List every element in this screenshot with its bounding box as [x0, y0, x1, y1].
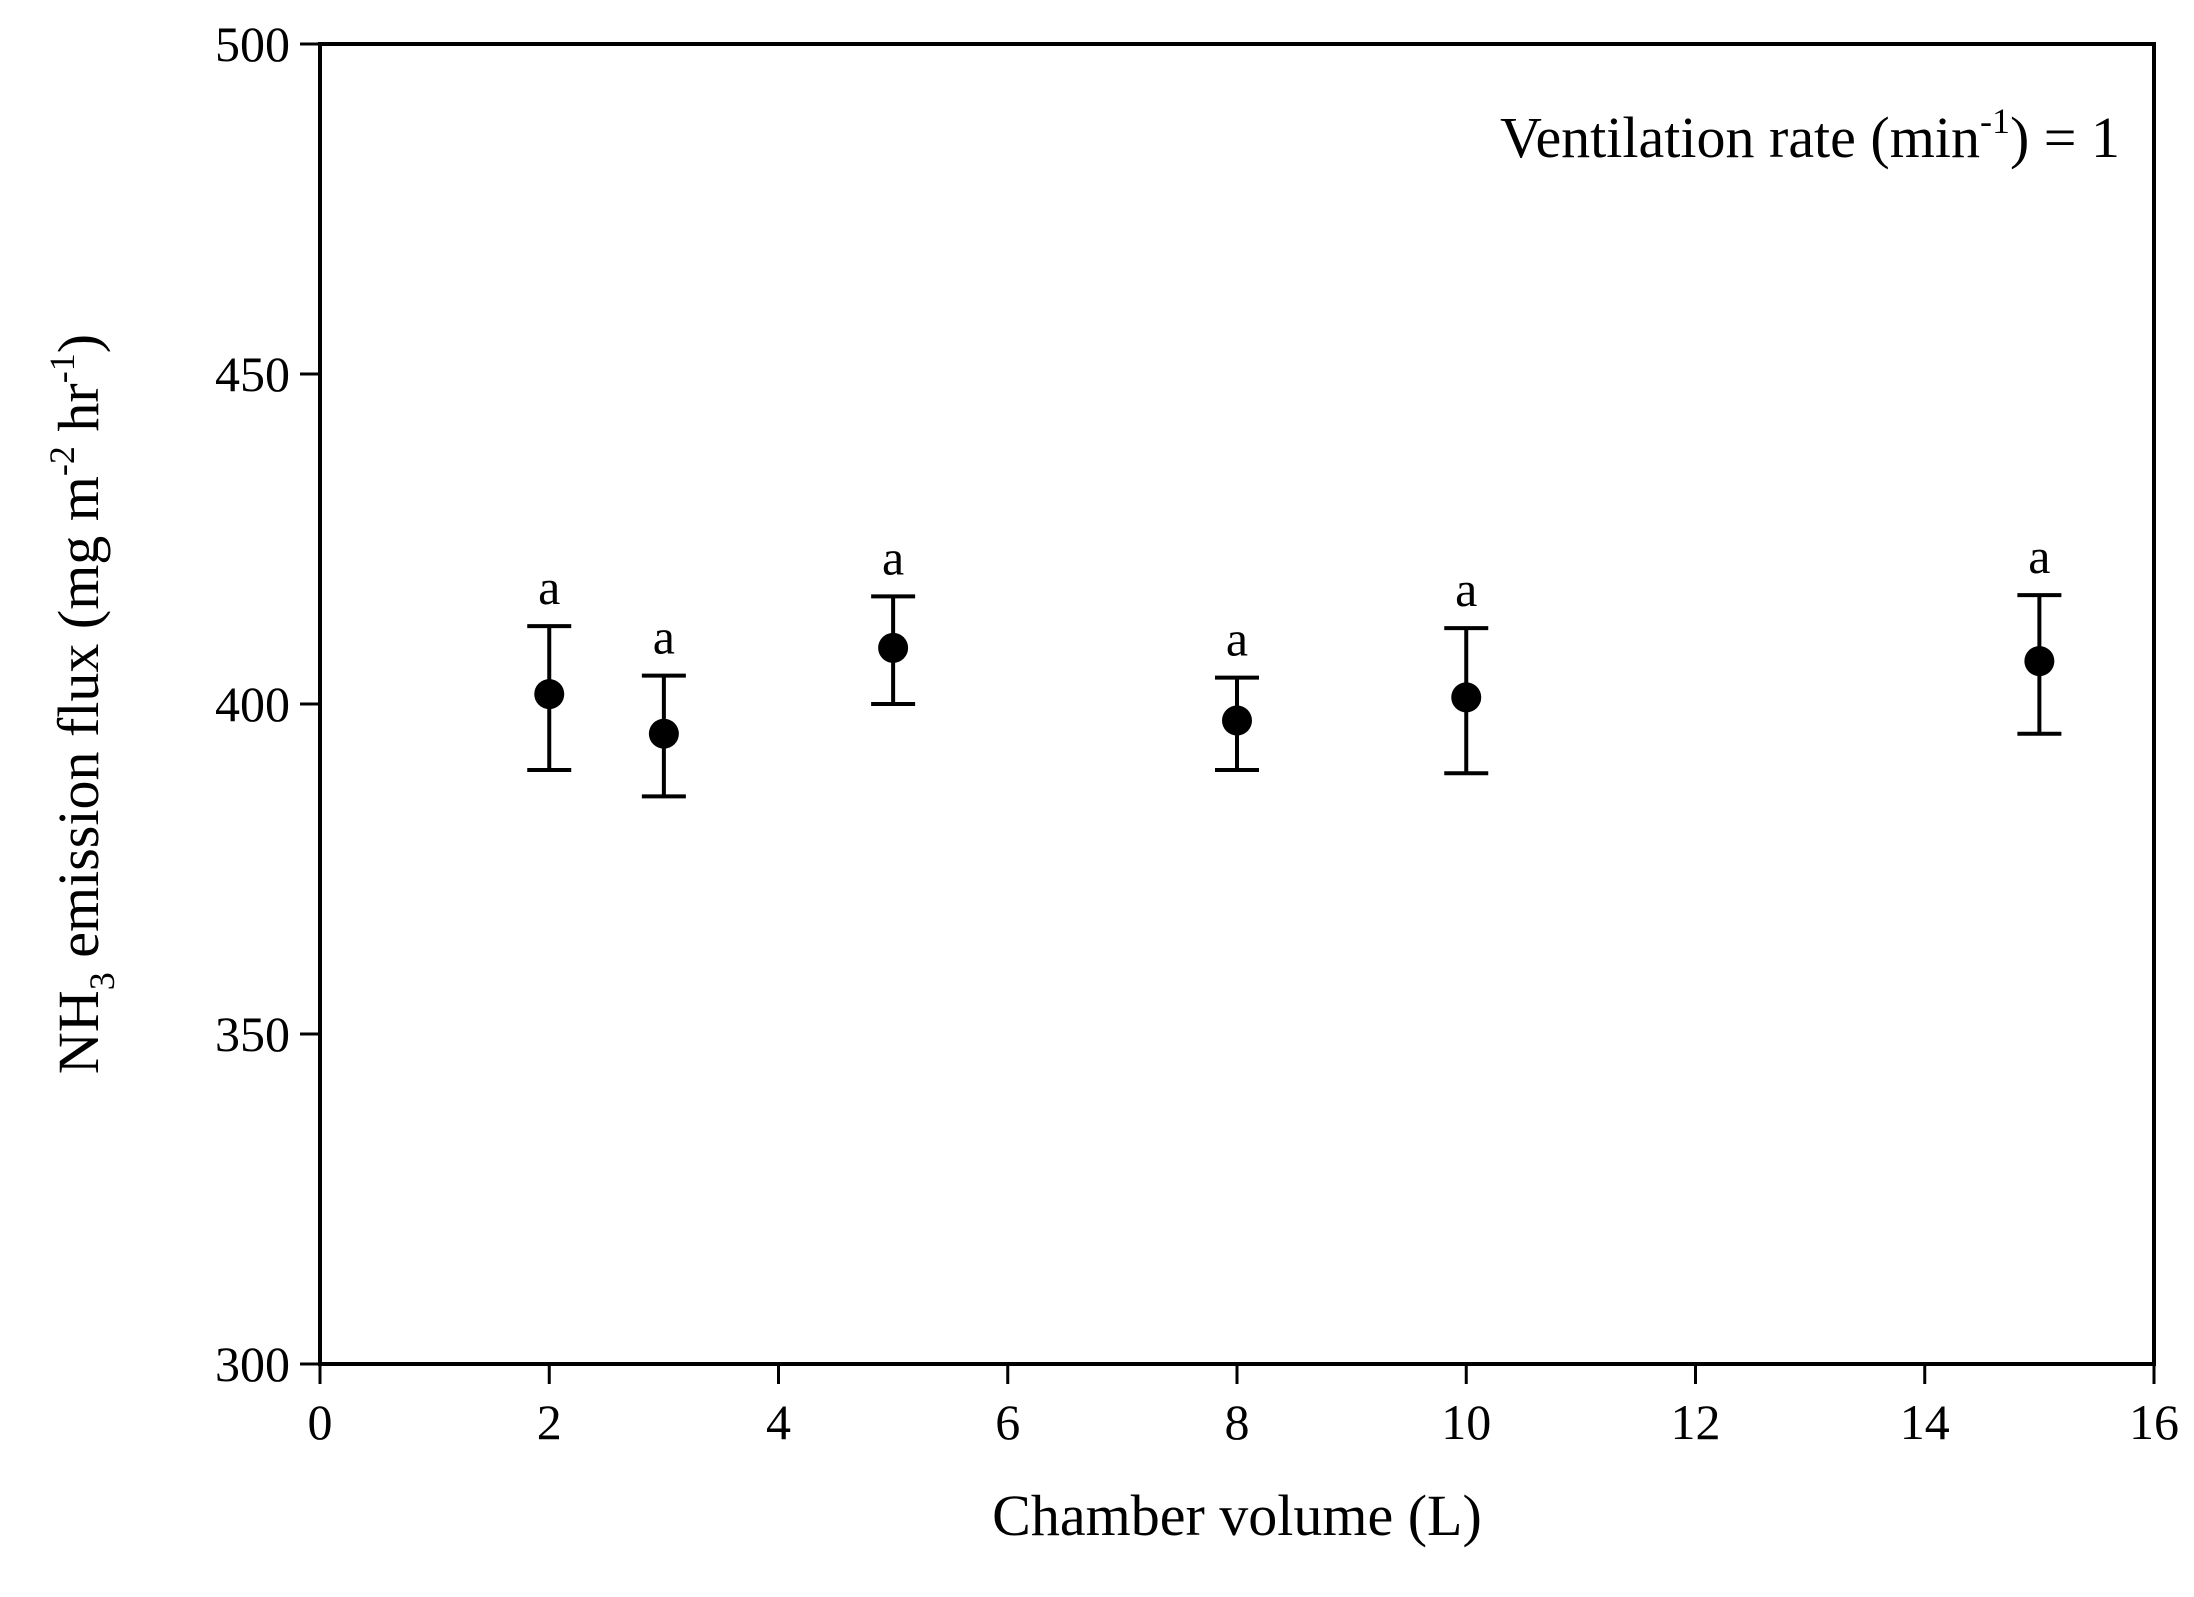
data-point [534, 679, 565, 710]
x-axis-title: Chamber volume (L) [992, 1483, 1482, 1548]
x-tick-label: 6 [995, 1394, 1020, 1450]
x-axis-ticks: 0 2 4 6 8 10 12 14 16 [308, 1364, 2179, 1450]
significance-letter: a [882, 529, 904, 585]
x-tick-label: 8 [1225, 1394, 1250, 1450]
y-axis-ticks: 300 350 400 450 500 [215, 16, 320, 1392]
ventilation-rate-annotation: Ventilation rate (min-1) = 1 [1500, 101, 2120, 170]
significance-letter: a [653, 609, 675, 665]
significance-letter: a [2028, 528, 2050, 584]
y-tick-label: 350 [215, 1006, 290, 1062]
x-tick-label: 16 [2129, 1394, 2179, 1450]
x-tick-label: 14 [1900, 1394, 1950, 1450]
significance-letter: a [1226, 611, 1248, 667]
data-point [1222, 705, 1252, 736]
data-point [878, 632, 909, 663]
data-point [2024, 646, 2055, 677]
x-tick-label: 10 [1441, 1394, 1491, 1450]
significance-letter: a [1455, 561, 1477, 617]
data-point [1451, 682, 1482, 713]
x-tick-label: 4 [766, 1394, 791, 1450]
x-tick-label: 2 [537, 1394, 562, 1450]
significance-letter: a [538, 559, 560, 615]
y-tick-label: 500 [215, 16, 290, 72]
y-axis-title: NH3 emission flux (mg m-2 hr-1) [42, 334, 122, 1074]
x-tick-label: 0 [308, 1394, 333, 1450]
y-tick-label: 400 [215, 676, 290, 732]
data-points: a a a a a a [527, 528, 2062, 799]
y-tick-label: 450 [215, 346, 290, 402]
data-point [648, 718, 679, 749]
y-tick-label: 300 [215, 1336, 290, 1392]
x-tick-label: 12 [1671, 1394, 1721, 1450]
